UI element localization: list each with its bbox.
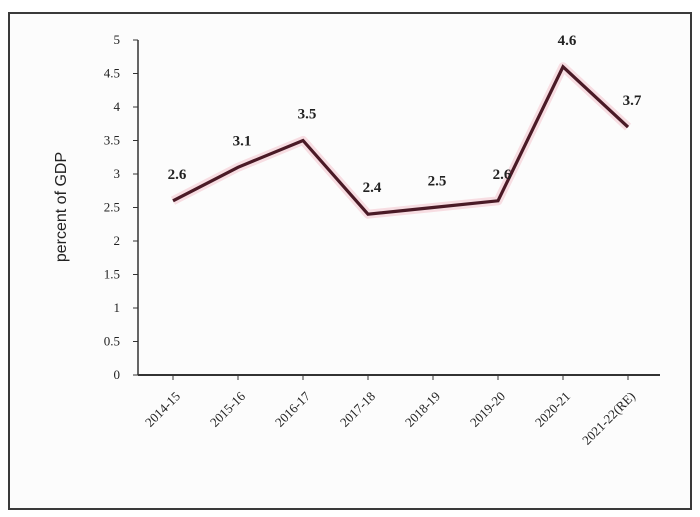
data-labels: 2.6 3.1 3.5 2.4 2.5 2.6 4.6 3.7 [168,33,642,196]
data-label: 3.7 [623,93,642,109]
x-tick-labels: 2014-15 2015-16 2016-17 2017-18 2018-19 2019-… [142,375,638,448]
y-tick-label: 2 [114,233,121,248]
y-tick-label: 4 [114,99,121,114]
x-tick-label: 2020-21 [532,389,573,430]
y-tick-label: 1 [114,300,121,315]
data-label: 2.4 [363,180,382,196]
y-tick-label: 4.5 [104,66,120,81]
y-tick-label: 5 [114,32,121,47]
y-tick-label: 3 [114,166,121,181]
x-tick-label: 2019-20 [467,389,508,430]
data-label: 2.6 [493,167,512,183]
data-label: 3.1 [233,133,252,149]
x-tick-label: 2016-17 [272,388,314,430]
data-label: 3.5 [298,107,317,123]
y-tick-label: 1.5 [104,267,120,282]
y-axis-label: percent of GDP [53,152,70,262]
x-tick-label: 2018-19 [402,389,443,430]
x-tick-label: 2014-15 [142,389,183,430]
x-tick-label: 2021-22(RE) [579,389,638,448]
data-label: 2.6 [168,167,187,183]
y-tick-label: 0 [114,367,121,382]
y-tick-label: 3.5 [104,133,120,148]
chart-frame [8,12,692,510]
x-tick-label: 2015-16 [207,388,249,430]
data-label: 2.5 [428,174,447,190]
series-lines [170,62,632,219]
x-tick-label: 2017-18 [337,389,378,430]
series-line [172,64,630,216]
y-tick-label: 2.5 [104,200,120,215]
y-tick-label: 0.5 [104,334,120,349]
y-tick-labels: 0 0.5 1 1.5 2 2.5 3 3.5 4 4.5 5 [104,32,138,382]
data-label: 4.6 [558,33,577,49]
